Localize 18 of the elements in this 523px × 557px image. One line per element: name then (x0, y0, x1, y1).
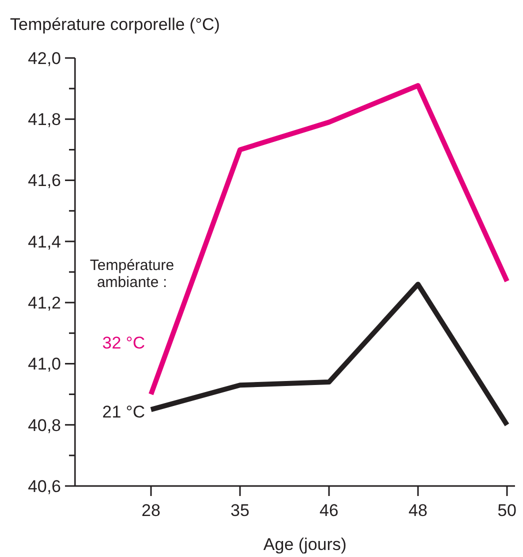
y-tick-label: 41,4 (28, 232, 61, 252)
series-label: 32 °C (102, 333, 145, 352)
y-tick-label: 40,6 (28, 476, 61, 496)
y-axis-title: Température corporelle (°C) (10, 15, 220, 34)
x-tick-label: 46 (320, 501, 338, 520)
series-label: 21 °C (102, 402, 145, 422)
x-tick-label: 50 (498, 501, 516, 520)
y-tick-label: 41,0 (28, 354, 61, 374)
x-tick-label: 35 (230, 501, 250, 520)
x-tick-label: 48 (408, 501, 428, 520)
y-tick-label: 42,0 (28, 48, 61, 68)
annotation: Température ambiante : (90, 257, 174, 291)
x-axis-title: Age (jours) (263, 535, 347, 554)
y-tick-label: 41,8 (28, 110, 61, 130)
x-tick-label: 28 (142, 501, 160, 520)
y-tick-label: 40,8 (28, 416, 61, 435)
y-tick-label: 41,6 (28, 171, 61, 190)
y-tick-label: 41,2 (28, 294, 61, 313)
